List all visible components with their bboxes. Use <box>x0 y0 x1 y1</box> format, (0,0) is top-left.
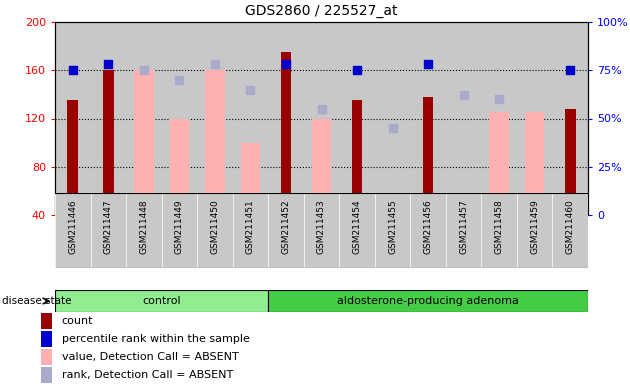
Bar <box>304 22 340 215</box>
Bar <box>525 113 544 215</box>
Point <box>494 96 504 102</box>
Text: GSM211450: GSM211450 <box>210 199 219 254</box>
Text: percentile rank within the sample: percentile rank within the sample <box>62 334 249 344</box>
Text: GSM211454: GSM211454 <box>353 199 362 253</box>
Bar <box>553 22 588 215</box>
Bar <box>91 22 126 215</box>
Bar <box>197 22 232 215</box>
Bar <box>268 22 304 215</box>
Title: GDS2860 / 225527_at: GDS2860 / 225527_at <box>245 4 398 18</box>
Bar <box>232 22 268 215</box>
Bar <box>232 193 268 268</box>
Bar <box>517 22 553 215</box>
Bar <box>67 100 78 215</box>
Point <box>387 125 398 131</box>
Bar <box>162 22 197 215</box>
Text: GSM211455: GSM211455 <box>388 199 397 254</box>
Bar <box>55 193 91 268</box>
Point <box>423 61 433 68</box>
Text: count: count <box>62 316 93 326</box>
Bar <box>55 290 268 311</box>
Text: GSM211446: GSM211446 <box>68 199 77 253</box>
Bar <box>134 70 154 215</box>
Bar <box>375 193 410 268</box>
Text: value, Detection Call = ABSENT: value, Detection Call = ABSENT <box>62 352 239 362</box>
Point <box>352 67 362 73</box>
Bar <box>304 193 340 268</box>
Bar <box>553 193 588 268</box>
Point <box>316 106 326 112</box>
Text: control: control <box>142 296 181 306</box>
Bar <box>55 22 91 215</box>
Text: disease state: disease state <box>2 296 71 306</box>
Bar <box>197 193 232 268</box>
Bar <box>481 193 517 268</box>
Bar <box>481 22 517 215</box>
Bar <box>490 113 509 215</box>
Bar <box>410 22 446 215</box>
Bar <box>205 70 225 215</box>
Bar <box>241 142 260 215</box>
Bar <box>268 193 304 268</box>
Bar <box>126 193 162 268</box>
Text: GSM211447: GSM211447 <box>104 199 113 253</box>
Text: aldosterone-producing adenoma: aldosterone-producing adenoma <box>337 296 519 306</box>
Point <box>68 67 78 73</box>
Text: GSM211451: GSM211451 <box>246 199 255 254</box>
Text: GSM211458: GSM211458 <box>495 199 503 254</box>
Point <box>210 61 220 68</box>
Point <box>103 61 113 68</box>
Bar <box>410 193 446 268</box>
Bar <box>41 349 52 365</box>
Bar <box>375 22 410 215</box>
Bar <box>446 22 481 215</box>
Bar <box>352 100 362 215</box>
Text: GSM211459: GSM211459 <box>530 199 539 254</box>
Text: GSM211449: GSM211449 <box>175 199 184 253</box>
Text: GSM211457: GSM211457 <box>459 199 468 254</box>
Point <box>281 61 291 68</box>
Bar <box>423 97 433 215</box>
Point <box>459 92 469 98</box>
Bar <box>340 22 375 215</box>
Text: GSM211456: GSM211456 <box>423 199 433 254</box>
Bar <box>517 193 553 268</box>
Bar <box>162 193 197 268</box>
Bar <box>41 313 52 329</box>
Point <box>246 86 256 93</box>
Point <box>175 77 185 83</box>
Text: GSM211452: GSM211452 <box>282 199 290 253</box>
Point <box>139 67 149 73</box>
Text: GSM211448: GSM211448 <box>139 199 148 253</box>
Bar <box>169 119 189 215</box>
Bar <box>280 52 291 215</box>
Point <box>565 67 575 73</box>
Text: GSM211453: GSM211453 <box>317 199 326 254</box>
Text: GSM211460: GSM211460 <box>566 199 575 254</box>
Bar <box>340 193 375 268</box>
Bar <box>41 367 52 383</box>
Bar <box>312 119 331 215</box>
Bar <box>565 109 576 215</box>
Text: rank, Detection Call = ABSENT: rank, Detection Call = ABSENT <box>62 370 233 380</box>
Bar <box>41 331 52 347</box>
Bar <box>126 22 162 215</box>
Bar <box>91 193 126 268</box>
Bar <box>268 290 588 311</box>
Bar <box>446 193 481 268</box>
Bar <box>103 70 113 215</box>
